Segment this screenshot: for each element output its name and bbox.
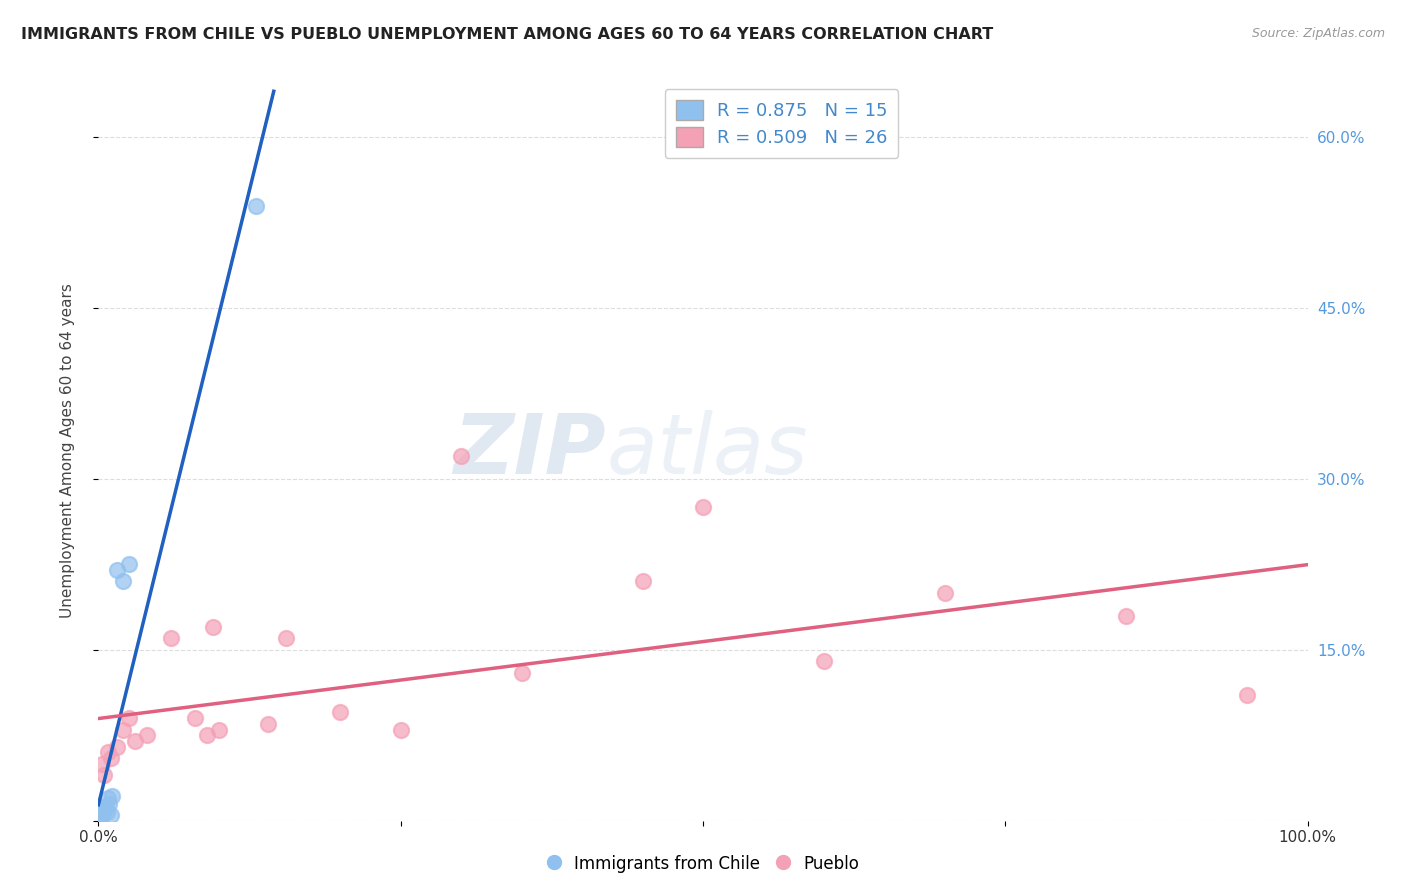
Point (813, 654, 835, 668)
Legend: Immigrants from Chile, Pueblo: Immigrants from Chile, Pueblo (540, 848, 866, 880)
Point (160, 632, 183, 646)
Text: atlas: atlas (606, 410, 808, 491)
Point (100, 751, 122, 765)
Point (94, 800, 117, 814)
Point (105, 563, 128, 577)
Point (135, 728, 157, 742)
Point (91, 808, 114, 822)
Point (124, 734, 146, 748)
Point (90, 802, 112, 816)
Point (202, 620, 225, 634)
Point (98, 797, 121, 811)
Point (631, 574, 654, 589)
Point (105, 739, 128, 754)
Point (245, 198, 267, 212)
Point (97, 790, 120, 805)
Point (274, 632, 297, 646)
Text: IMMIGRANTS FROM CHILE VS PUEBLO UNEMPLOYMENT AMONG AGES 60 TO 64 YEARS CORRELATI: IMMIGRANTS FROM CHILE VS PUEBLO UNEMPLOY… (21, 27, 994, 42)
Point (510, 665, 533, 680)
Point (111, 574, 134, 589)
Point (1236, 689, 1258, 703)
Point (208, 723, 231, 737)
Point (450, 449, 472, 463)
Point (692, 500, 714, 515)
Point (96, 805, 118, 819)
Point (111, 723, 134, 737)
Point (195, 728, 218, 742)
Point (256, 716, 278, 731)
Point (118, 711, 141, 725)
Text: Source: ZipAtlas.com: Source: ZipAtlas.com (1251, 27, 1385, 40)
Point (91, 756, 114, 771)
Point (93, 802, 115, 816)
Point (1115, 608, 1137, 623)
Point (934, 586, 956, 600)
Point (329, 706, 352, 720)
Point (97, 745, 120, 759)
Point (118, 558, 141, 572)
Point (100, 789, 122, 803)
Point (184, 711, 207, 725)
Point (389, 723, 412, 737)
Point (93, 768, 115, 782)
Text: ZIP: ZIP (454, 410, 606, 491)
Point (91, 805, 114, 819)
Legend: R = 0.875   N = 15, R = 0.509   N = 26: R = 0.875 N = 15, R = 0.509 N = 26 (665, 89, 898, 158)
Point (100, 808, 122, 822)
Y-axis label: Unemployment Among Ages 60 to 64 years: Unemployment Among Ages 60 to 64 years (60, 283, 75, 618)
Point (89, 808, 111, 822)
